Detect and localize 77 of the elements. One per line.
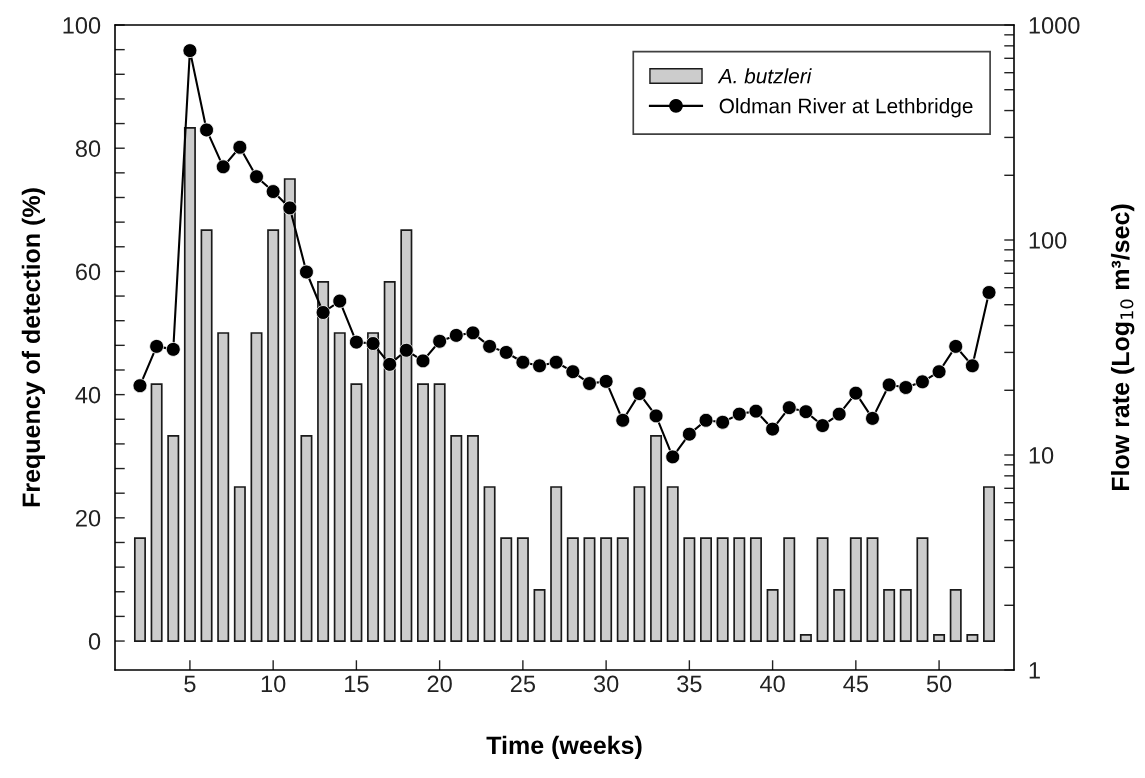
bar xyxy=(666,486,679,642)
bar xyxy=(400,229,413,642)
y-tick-label: 40 xyxy=(75,386,101,404)
y2-tick-label: 100 xyxy=(1029,232,1067,249)
legend-label: A. butzleri xyxy=(717,68,812,84)
bar xyxy=(849,537,862,642)
y-tick-label: 60 xyxy=(76,263,101,281)
bar xyxy=(616,537,629,642)
bar xyxy=(516,537,529,642)
y2-tick-label: 10 xyxy=(1029,447,1054,464)
bar xyxy=(416,383,429,642)
bar xyxy=(500,537,513,642)
bar xyxy=(949,589,962,642)
x-tick-label: 40 xyxy=(760,675,785,693)
bar xyxy=(983,486,996,642)
bar xyxy=(633,486,646,642)
bar xyxy=(866,537,879,642)
bar xyxy=(700,537,713,642)
bar xyxy=(533,589,546,642)
bar xyxy=(317,281,330,642)
bar xyxy=(183,127,196,642)
x-tick-label: 45 xyxy=(843,675,868,693)
bar xyxy=(883,589,896,642)
bar xyxy=(733,537,746,642)
bar xyxy=(766,589,779,642)
bar xyxy=(966,634,979,642)
x-axis-title: Time (weeks) xyxy=(486,735,642,760)
bar xyxy=(833,589,846,642)
bar xyxy=(300,435,313,642)
bar xyxy=(583,537,596,642)
bar xyxy=(799,634,812,642)
bar xyxy=(600,537,613,642)
x-tick-label: 25 xyxy=(510,675,536,693)
x-tick-label: 10 xyxy=(261,675,286,693)
x-tick-label: 20 xyxy=(427,675,452,693)
y2-tick-label: 1000 xyxy=(1029,17,1080,34)
bar xyxy=(466,435,479,642)
bar xyxy=(916,537,929,642)
x-tick-label: 35 xyxy=(677,675,702,693)
bar xyxy=(250,332,263,642)
bar xyxy=(150,383,163,642)
bar xyxy=(217,332,230,642)
bar xyxy=(167,435,180,642)
y-tick-label: 20 xyxy=(76,509,101,527)
bar xyxy=(233,486,246,642)
y2-tick-label: 1 xyxy=(1029,662,1040,679)
y-tick-label: 0 xyxy=(88,633,101,650)
y-axis-title: Frequency of detection (%) xyxy=(21,188,46,507)
bar xyxy=(550,486,563,642)
y-tick-label: 100 xyxy=(63,17,101,34)
x-tick-label: 30 xyxy=(593,675,619,693)
bar xyxy=(350,383,363,642)
bar xyxy=(267,229,280,642)
bar xyxy=(933,634,946,642)
y2-axis-title: Flow rate (Log$_{10}$ m³/sec) xyxy=(1110,204,1135,491)
bar xyxy=(650,435,663,642)
y-tick-label: 80 xyxy=(75,140,101,157)
x-tick-label: 50 xyxy=(926,675,952,693)
bar xyxy=(433,383,446,642)
bar xyxy=(566,537,579,642)
x-tick-label: 5 xyxy=(184,675,196,693)
bar xyxy=(816,537,829,642)
bar xyxy=(367,332,380,642)
bar xyxy=(683,537,696,642)
bar xyxy=(200,229,213,642)
bar xyxy=(383,281,396,642)
bar xyxy=(133,537,146,642)
bar xyxy=(450,435,463,642)
bar xyxy=(899,589,912,642)
bar xyxy=(333,332,346,642)
bar xyxy=(283,178,296,642)
x-tick-label: 15 xyxy=(345,675,369,693)
bar xyxy=(749,537,762,642)
legend-label: Oldman River at Lethbridge xyxy=(719,98,973,118)
bar xyxy=(483,486,496,642)
bar xyxy=(716,537,729,642)
bar xyxy=(783,537,796,642)
